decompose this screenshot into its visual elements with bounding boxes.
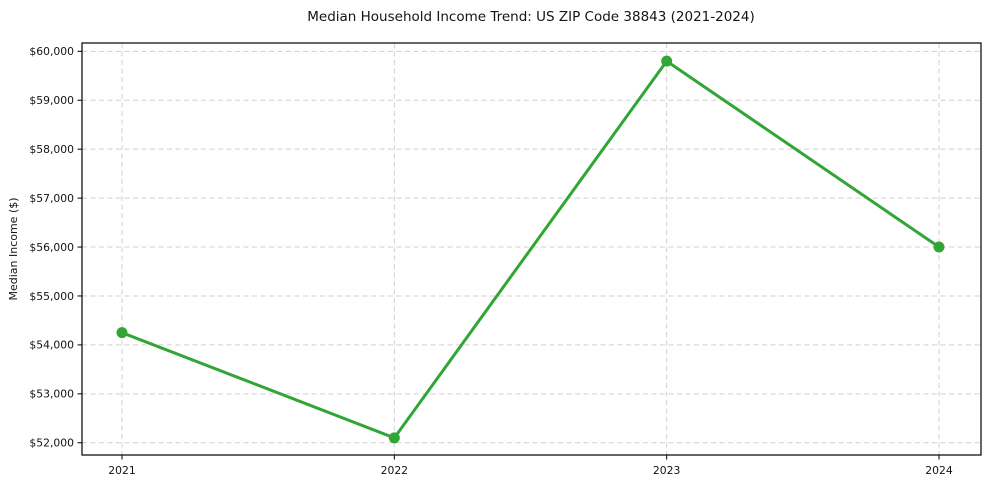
x-tick-label: 2023 <box>653 464 680 477</box>
y-tick-label: $57,000 <box>29 192 74 205</box>
x-tick-label: 2024 <box>925 464 953 477</box>
y-tick-label: $52,000 <box>29 437 74 450</box>
x-tick-label: 2022 <box>381 464 408 477</box>
plot-area: 2021 2022 2023 2024 $52,000 $53,000 $54,000 $55… <box>29 42 982 477</box>
y-tick-label: $54,000 <box>29 339 74 352</box>
y-tick-label: $59,000 <box>29 94 74 107</box>
trend-line <box>120 59 941 440</box>
y-tick-label: $56,000 <box>29 241 74 254</box>
y-tick-label: $60,000 <box>29 45 74 58</box>
x-tick-label: 2021 <box>108 464 135 477</box>
y-tick-label: $58,000 <box>29 143 74 156</box>
data-point <box>661 55 673 67</box>
plot-border <box>81 42 982 456</box>
y-tick-label: $53,000 <box>29 388 74 401</box>
data-point <box>388 432 400 444</box>
data-point <box>933 241 945 253</box>
y-tick-label: $55,000 <box>29 290 74 303</box>
chart-title: Median Household Income Trend: US ZIP Co… <box>307 9 755 25</box>
data-point <box>116 327 128 339</box>
y-axis-label: Median Income ($) <box>7 197 20 300</box>
